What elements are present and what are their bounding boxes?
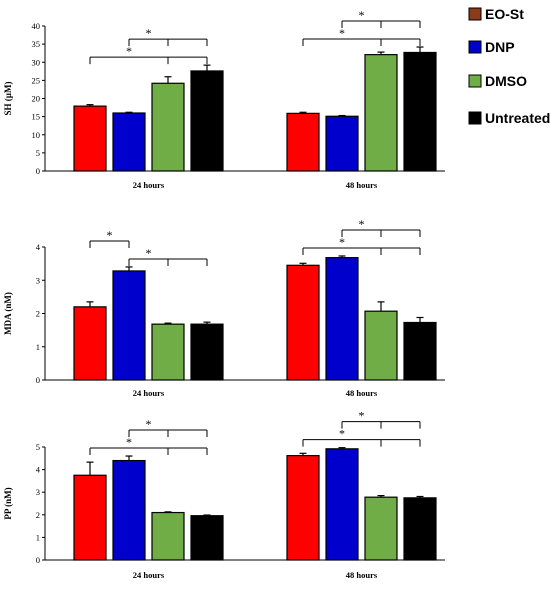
significance-star: * [359,8,365,22]
significance-star: * [339,26,345,40]
bar-dnp [325,448,359,561]
bar-dnp [112,459,146,561]
legend-item-eo-st: EO-St [468,6,524,22]
bar-untreated [190,70,224,172]
significance-bracket: * [128,417,208,438]
y-tick-label: 0 [36,555,40,565]
significance-bracket: * [128,26,208,47]
significance-star: * [126,44,132,58]
significance-bracket: * [341,8,421,29]
legend-swatch-dmso [468,74,482,88]
bar-untreated [190,323,224,381]
legend-swatch-dnp [468,40,482,54]
y-tick-label: 10 [32,130,41,140]
bar-untreated [403,321,437,381]
y-tick-label: 1 [36,532,40,542]
y-tick-label: 35 [32,39,41,49]
y-tick-label: 5 [36,148,40,158]
legend-item-dmso: DMSO [468,73,527,89]
bar-eo-st [73,306,107,381]
legend: EO-St DNP DMSO Untreated [468,6,550,126]
bar-untreated [403,497,437,561]
x-category-label: 48 hours [346,180,378,190]
legend-label-dnp: DNP [485,39,515,55]
bar-eo-st [73,474,107,561]
bar-dnp [325,115,359,172]
bar-dmso [151,323,185,381]
y-tick-label: 4 [36,465,41,475]
bar-dnp [112,270,146,381]
x-category-label: 24 hours [133,180,165,190]
significance-star: * [359,409,365,423]
significance-bracket: * [89,228,130,248]
significance-bracket: * [128,246,208,266]
significance-bracket: * [89,435,208,456]
bar-dnp [112,112,146,172]
y-axis-label: MDA (nM) [3,292,13,335]
significance-star: * [339,235,345,249]
bar-dmso [364,496,398,561]
bar-eo-st [286,264,320,381]
significance-star: * [359,217,365,231]
chart-3: 0 1 2 3 4 5 PP (nM) 24 hours 48 hours * * * * [3,409,445,580]
bar-dmso [364,310,398,381]
legend-label-dmso: DMSO [485,73,527,89]
x-category-label: 48 hours [346,570,378,580]
bar-eo-st [286,112,320,172]
x-category-label: 48 hours [346,388,378,398]
legend-swatch-untreated [468,111,482,125]
significance-star: * [126,435,132,449]
y-tick-label: 2 [36,510,40,520]
y-tick-label: 1 [36,342,40,352]
y-axis-label: SH (µM) [3,82,13,116]
y-tick-label: 4 [36,242,41,252]
significance-bracket: * [302,427,421,447]
chart-1: 0 5 10 15 20 25 30 35 40 SH (µM) 24 hours 48 hours *… [3,8,445,190]
legend-item-dnp: DNP [468,39,515,55]
x-category-label: 24 hours [133,388,165,398]
significance-star: * [107,228,113,242]
bar-untreated [403,51,437,172]
y-tick-label: 15 [32,112,41,122]
chart-2: 0 1 2 3 4 MDA (nM) 24 hours 48 hours * * * * [3,217,445,398]
significance-star: * [146,246,152,260]
significance-bracket: * [302,235,421,255]
y-tick-label: 2 [36,309,40,319]
y-tick-label: 0 [36,166,40,176]
significance-star: * [146,417,152,431]
y-tick-label: 25 [32,75,41,85]
significance-star: * [339,427,345,441]
significance-bracket: * [302,26,421,47]
x-category-label: 24 hours [133,570,165,580]
legend-label-untreated: Untreated [485,110,550,126]
bar-dmso [364,54,398,172]
y-tick-label: 20 [32,94,41,104]
bar-untreated [190,515,224,561]
y-tick-label: 0 [36,375,40,385]
legend-swatch-eo-st [468,7,482,21]
y-axis-label: PP (nM) [3,487,13,519]
bar-dmso [151,82,185,172]
bar-eo-st [73,105,107,172]
significance-bracket: * [89,44,208,65]
significance-bracket: * [341,409,421,429]
bar-dmso [151,511,185,561]
legend-item-untreated: Untreated [468,110,550,126]
y-tick-label: 5 [36,442,40,452]
y-tick-label: 3 [36,275,40,285]
y-tick-label: 40 [32,21,41,31]
significance-star: * [146,26,152,40]
bar-eo-st [286,454,320,561]
significance-bracket: * [341,217,421,237]
legend-label-eo-st: EO-St [485,6,524,22]
y-tick-label: 3 [36,487,40,497]
y-tick-label: 30 [32,57,41,67]
bar-dnp [325,257,359,381]
